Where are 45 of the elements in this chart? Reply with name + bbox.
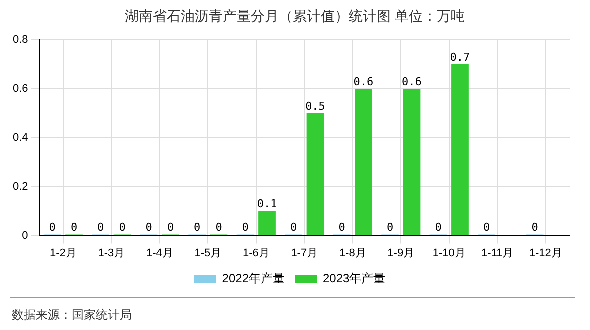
bar [452,64,469,236]
data-label: 0 [49,221,56,234]
x-tick-label: 1-12月 [529,247,562,260]
data-label: 0 [119,221,126,234]
x-tick-label: 1-6月 [242,247,270,260]
data-label: 0 [194,221,201,234]
bar [355,88,372,236]
data-label: 0 [483,221,490,234]
data-label: 0.5 [306,100,326,113]
data-label: 0 [167,221,174,234]
bar [403,88,421,236]
y-tick-label: 0.2 [12,180,28,193]
data-label: 0 [70,221,78,234]
bar [258,211,276,236]
data-label: 0 [242,221,249,234]
data-label: 0.7 [450,50,470,64]
y-tick-label: 0.8 [12,34,28,46]
x-tick-label: 1-10月 [432,247,466,260]
legend-label: 2022年产量 [222,271,286,286]
data-label: 0 [216,221,222,234]
x-tick-label: 1-9月 [388,247,415,260]
x-tick-label: 1-4月 [146,247,174,260]
source-note: 数据来源：国家统计局 [12,307,132,324]
x-tick-label: 1-2月 [50,247,77,260]
y-tick-label: 0 [22,230,28,242]
x-tick-label: 1-3月 [98,247,126,260]
data-label: 0 [386,221,394,234]
y-tick-label: 0.4 [12,132,28,144]
data-label: 0.6 [402,75,422,88]
legend-label: 2023年产量 [323,271,386,286]
data-label: 0 [532,221,538,234]
data-label: 0.1 [257,198,278,211]
x-tick-label: 1-7月 [291,247,318,260]
x-tick-label: 1-11月 [482,247,514,260]
data-label: 0 [290,221,298,234]
bar [306,113,324,236]
y-tick-label: 0.6 [12,82,28,95]
data-label: 0 [97,221,104,234]
chart-title: 湖南省石油沥青产量分月（累计值）统计图 单位：万吨 [124,8,466,26]
x-tick-label: 1-8月 [339,247,366,260]
data-label: 0.6 [354,75,374,88]
data-label: 0 [338,221,346,234]
data-label: 0 [435,221,442,234]
data-label: 0 [146,221,152,234]
x-tick-label: 1-5月 [194,247,222,260]
